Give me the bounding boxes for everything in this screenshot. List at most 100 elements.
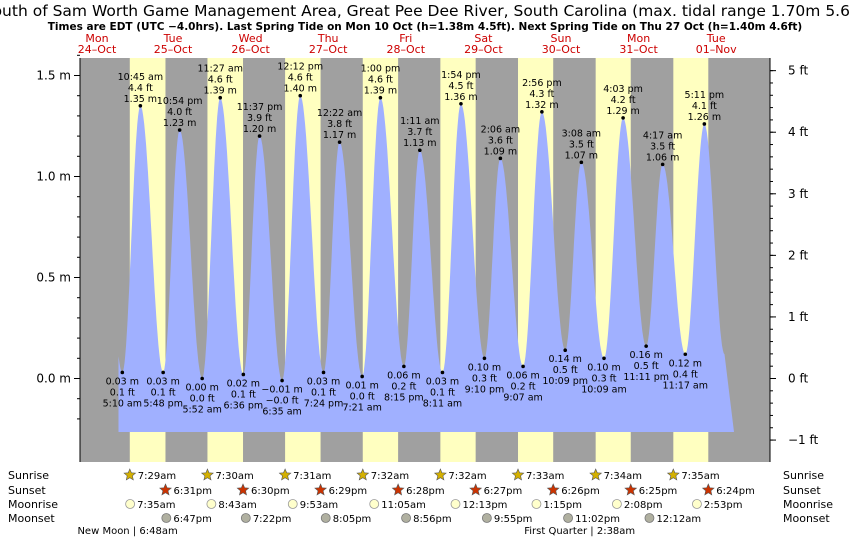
high-tide-time: 4:17 am bbox=[643, 130, 682, 141]
sunset-icon bbox=[546, 483, 560, 496]
tide-point bbox=[337, 140, 342, 144]
low-tide-time: 10:09 pm bbox=[542, 376, 588, 387]
low-tide-time: 7:21 am bbox=[342, 402, 381, 413]
tide-point bbox=[298, 93, 303, 98]
sunrise-time: 7:29am bbox=[138, 471, 176, 482]
sunset-icon bbox=[236, 483, 250, 496]
day-date: 28–Oct bbox=[387, 43, 426, 56]
high-tide-time: 10:54 pm bbox=[157, 96, 203, 107]
moonset-time: 9:55pm bbox=[494, 514, 533, 525]
moonset-time: 12:12am bbox=[656, 514, 701, 525]
moonset-icon bbox=[401, 513, 411, 523]
sunset-time: 6:26pm bbox=[561, 486, 600, 497]
row-label-left-moonrise: Moonrise bbox=[8, 498, 58, 511]
right-tick-label: 4 ft bbox=[788, 125, 808, 139]
low-tide-m: −0.01 m bbox=[261, 385, 302, 396]
left-tick-label: 1.0 m bbox=[36, 170, 71, 184]
low-tide-m: 0.01 m bbox=[345, 380, 378, 391]
high-tide-m: 1.26 m bbox=[688, 112, 721, 123]
moonset-time: 8:56pm bbox=[413, 514, 452, 525]
tide-point bbox=[563, 348, 568, 353]
right-tick-label: −1 ft bbox=[788, 433, 819, 447]
tide-point bbox=[418, 148, 422, 153]
moonrise-time: 1:15pm bbox=[543, 500, 582, 511]
high-tide-ft: 3.8 ft bbox=[327, 119, 352, 130]
moonrise-icon bbox=[450, 499, 461, 509]
low-tide-time: 8:15 pm bbox=[384, 392, 424, 403]
high-tide-m: 1.32 m bbox=[525, 100, 558, 111]
sunrise-time: 7:32am bbox=[371, 471, 409, 482]
sunrise-time: 7:35am bbox=[681, 471, 719, 482]
moonrise-icon bbox=[287, 499, 298, 509]
high-tide-ft: 4.4 ft bbox=[128, 83, 153, 94]
low-tide-time: 5:52 am bbox=[182, 405, 221, 416]
day-date: 24–Oct bbox=[78, 43, 117, 56]
low-tide-ft: 0.2 ft bbox=[391, 381, 416, 392]
high-tide-m: 1.29 m bbox=[606, 106, 639, 117]
moonrise-time: 7:35am bbox=[137, 500, 175, 511]
high-tide-ft: 4.1 ft bbox=[692, 101, 717, 112]
tide-point bbox=[177, 128, 182, 132]
tide-point bbox=[120, 370, 125, 375]
right-tick-label: 3 ft bbox=[788, 187, 808, 201]
tide-point bbox=[482, 356, 487, 361]
tide-point bbox=[360, 374, 364, 379]
chart-subtitle: Times are EDT (UTC −4.0hrs). Last Spring… bbox=[48, 21, 802, 33]
high-tide-ft: 4.3 ft bbox=[529, 89, 554, 100]
low-tide-ft: 0.5 ft bbox=[634, 361, 659, 372]
moonrise-icon bbox=[692, 499, 702, 509]
row-label-right-moonset: Moonset bbox=[783, 512, 830, 525]
low-tide-ft: 0.5 ft bbox=[553, 365, 578, 376]
high-tide-ft: 4.6 ft bbox=[368, 75, 393, 86]
tide-point bbox=[459, 101, 463, 106]
high-tide-time: 11:37 pm bbox=[237, 102, 283, 113]
day-date: 30–Oct bbox=[542, 43, 581, 56]
low-tide-m: 0.10 m bbox=[587, 362, 620, 373]
low-tide-ft: 0.1 ft bbox=[110, 387, 135, 398]
high-tide-ft: 4.6 ft bbox=[288, 73, 313, 84]
row-label-left-sunrise: Sunrise bbox=[8, 469, 49, 482]
low-tide-m: 0.12 m bbox=[669, 358, 702, 369]
row-label-left-sunset: Sunset bbox=[8, 484, 46, 497]
tide-point bbox=[200, 376, 204, 381]
moonset-icon bbox=[644, 513, 655, 523]
moonrise-time: 2:53pm bbox=[704, 500, 743, 511]
high-tide-m: 1.23 m bbox=[163, 118, 196, 129]
high-tide-m: 1.06 m bbox=[646, 152, 679, 163]
high-tide-ft: 4.0 ft bbox=[167, 107, 192, 118]
day-date: 27–Oct bbox=[309, 43, 348, 56]
sunset-icon bbox=[701, 483, 715, 496]
day-date: 29–Oct bbox=[464, 43, 503, 56]
tide-point bbox=[440, 370, 445, 375]
moon-phase-label: New Moon | 6:48am bbox=[77, 526, 177, 537]
low-tide-time: 7:24 pm bbox=[304, 398, 344, 409]
sunrise-icon bbox=[278, 468, 292, 481]
tide-point bbox=[702, 122, 707, 126]
tide-area bbox=[118, 95, 734, 432]
low-tide-ft: 0.3 ft bbox=[592, 373, 617, 384]
high-tide-ft: 4.6 ft bbox=[208, 75, 233, 86]
moonset-icon bbox=[481, 513, 492, 523]
sunset-time: 6:28pm bbox=[406, 486, 445, 497]
high-tide-time: 2:06 am bbox=[481, 124, 520, 135]
day-name: Thu bbox=[317, 32, 339, 45]
low-tide-ft: −0.0 ft bbox=[266, 396, 299, 407]
low-tide-ft: 0.3 ft bbox=[472, 373, 497, 384]
moonrise-icon bbox=[206, 499, 217, 509]
low-tide-time: 9:07 am bbox=[503, 392, 542, 403]
left-tick-label: 0.0 m bbox=[36, 372, 71, 386]
moonrise-icon bbox=[531, 499, 542, 509]
tide-point bbox=[378, 95, 383, 100]
high-tide-time: 1:00 pm bbox=[361, 64, 401, 75]
high-tide-time: 3:08 am bbox=[562, 128, 601, 139]
low-tide-time: 5:48 pm bbox=[143, 398, 183, 409]
tide-point bbox=[241, 372, 246, 377]
day-labels: Mon24–OctTue25–OctWed26–OctThu27–OctFri2… bbox=[78, 32, 737, 56]
sunset-time: 6:31pm bbox=[173, 486, 212, 497]
left-tick-label: 0.5 m bbox=[36, 271, 71, 285]
left-tick-label: 1.5 m bbox=[36, 69, 71, 83]
moonrise-time: 8:43am bbox=[218, 500, 256, 511]
high-tide-time: 12:12 pm bbox=[277, 62, 323, 73]
moonset-time: 11:02pm bbox=[575, 514, 620, 525]
